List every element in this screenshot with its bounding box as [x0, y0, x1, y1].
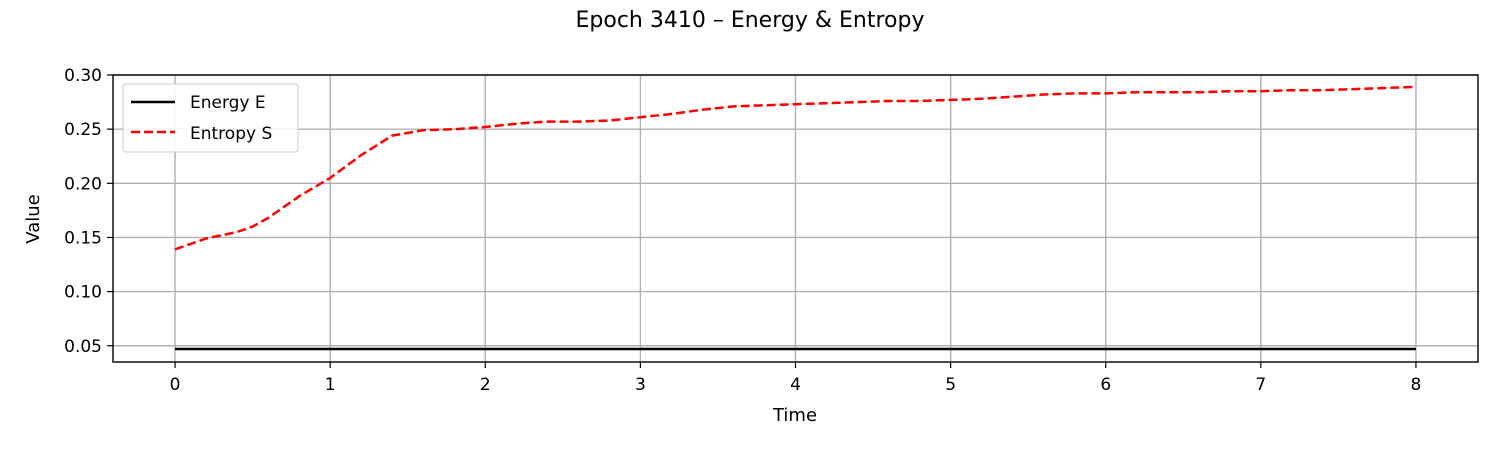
- x-tick-label: 5: [945, 375, 956, 395]
- x-tick-label: 8: [1411, 375, 1422, 395]
- y-tick-label: 0.10: [64, 283, 102, 303]
- legend-energy-label: Energy E: [190, 93, 266, 113]
- y-tick-label: 0.05: [64, 337, 102, 357]
- legend: Energy E Entropy S: [122, 83, 299, 153]
- y-tick-label: 0.20: [64, 174, 102, 194]
- y-axis-ticks: 0.05 0.10 0.15 0.20 0.25 0.30: [64, 66, 113, 357]
- x-axis-ticks: 0 1 2 3 4 5 6 7 8: [170, 362, 1422, 395]
- y-tick-label: 0.30: [64, 66, 102, 86]
- chart-title: Epoch 3410 – Energy & Entropy: [576, 8, 925, 33]
- y-axis-label: Value: [23, 194, 44, 243]
- y-tick-label: 0.15: [64, 228, 102, 248]
- x-tick-label: 1: [325, 375, 336, 395]
- x-tick-label: 0: [170, 375, 181, 395]
- y-tick-label: 0.25: [64, 120, 102, 140]
- x-tick-label: 6: [1100, 375, 1111, 395]
- grid: [113, 74, 1478, 362]
- x-tick-label: 3: [635, 375, 646, 395]
- x-axis-label: Time: [772, 405, 817, 426]
- legend-entropy-label: Entropy S: [190, 124, 272, 144]
- x-tick-label: 2: [480, 375, 491, 395]
- x-tick-label: 7: [1255, 375, 1266, 395]
- plot-lines: [174, 85, 1417, 351]
- x-tick-label: 4: [790, 375, 801, 395]
- series-line-entropy-s: [174, 85, 1417, 251]
